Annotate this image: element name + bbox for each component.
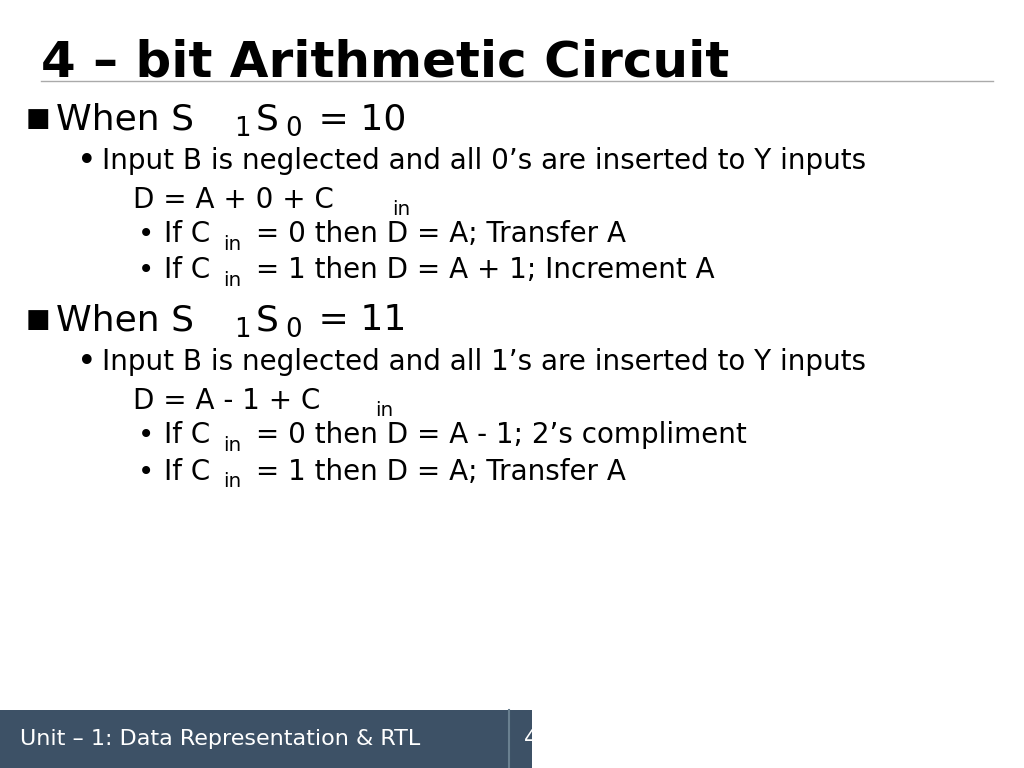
Text: 46: 46 [524,729,553,750]
Text: = 0 then D = A; Transfer A: = 0 then D = A; Transfer A [247,220,626,248]
Text: in: in [375,402,393,420]
Text: If C: If C [164,257,210,284]
Text: •: • [138,220,155,248]
Text: 1: 1 [234,116,251,142]
Text: •: • [138,257,155,284]
Text: S: S [256,303,279,337]
Text: 0: 0 [286,317,302,343]
Text: D = A + 0 + C: D = A + 0 + C [133,186,334,214]
Text: in: in [223,235,242,253]
Text: Unit – 1: Data Representation & RTL: Unit – 1: Data Representation & RTL [20,729,421,750]
Text: •: • [138,422,155,449]
Text: 4 – bit Arithmetic Circuit: 4 – bit Arithmetic Circuit [41,38,729,87]
Text: When S: When S [56,303,195,337]
Text: If C: If C [164,422,210,449]
Text: 0: 0 [286,116,302,142]
Text: If C: If C [164,458,210,485]
Text: 1: 1 [234,317,251,343]
Text: •: • [77,145,96,177]
Text: Input B is neglected and all 0’s are inserted to Y inputs: Input B is neglected and all 0’s are ins… [102,147,866,175]
Text: in: in [223,436,242,455]
Text: D = A - 1 + C: D = A - 1 + C [133,387,321,415]
Text: in: in [223,472,242,491]
Text: When S: When S [56,102,195,136]
Text: = 1 then D = A + 1; Increment A: = 1 then D = A + 1; Increment A [247,257,715,284]
Text: •: • [77,346,96,379]
Text: in: in [392,200,411,219]
Text: ■: ■ [26,106,50,132]
Text: ■: ■ [26,307,50,333]
Text: = 0 then D = A - 1; 2’s compliment: = 0 then D = A - 1; 2’s compliment [247,422,746,449]
Text: = 11: = 11 [306,303,407,337]
Text: If C: If C [164,220,210,248]
Text: S: S [256,102,279,136]
Text: = 10: = 10 [306,102,407,136]
Text: Input B is neglected and all 1’s are inserted to Y inputs: Input B is neglected and all 1’s are ins… [102,349,866,376]
Text: in: in [223,271,242,290]
Text: = 1 then D = A; Transfer A: = 1 then D = A; Transfer A [247,458,626,485]
Text: •: • [138,458,155,485]
